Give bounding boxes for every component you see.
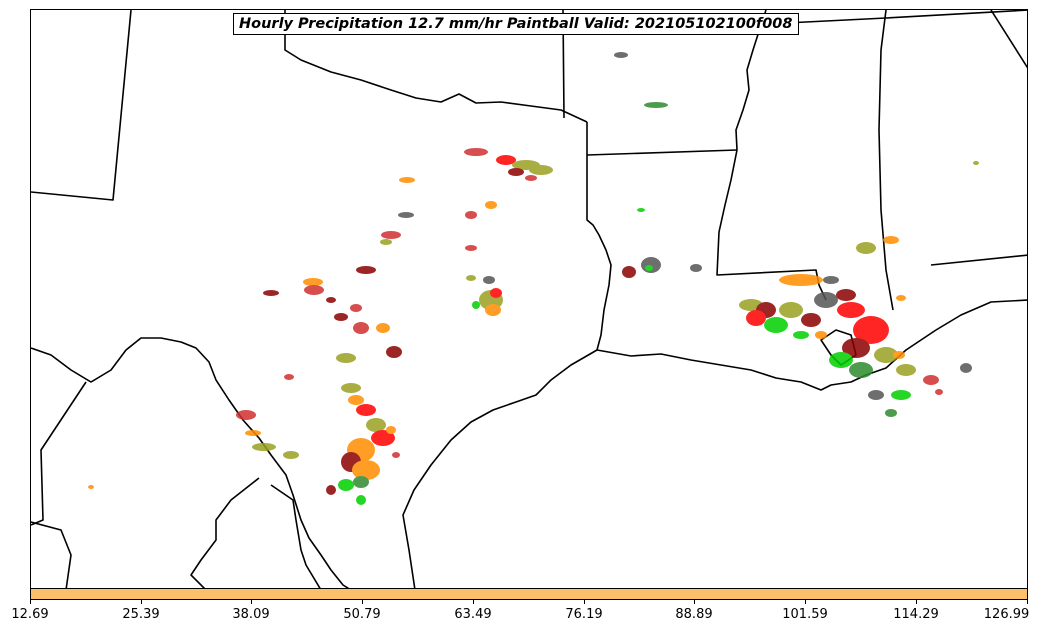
colorbar-tick-label: 25.39 bbox=[122, 607, 160, 622]
colorbar-tick-label: 38.09 bbox=[232, 607, 270, 622]
mexico-border bbox=[31, 337, 350, 588]
colorbar-tick bbox=[362, 600, 363, 604]
colorbar-tick bbox=[141, 600, 142, 604]
map-panel bbox=[30, 9, 1028, 589]
colorbar-tick bbox=[805, 600, 806, 604]
mexico-state-border-2 bbox=[31, 521, 72, 588]
state-border-tn bbox=[765, 10, 1027, 25]
colorbar-tick bbox=[473, 600, 474, 604]
colorbar-tick-label: 88.89 bbox=[675, 607, 713, 622]
colorbar-tick-label: 50.79 bbox=[343, 607, 381, 622]
colorbar-tick bbox=[694, 600, 695, 604]
state-border-al-ga bbox=[990, 10, 1027, 69]
state-border-al-fl bbox=[930, 254, 1027, 266]
colorbar-tick-label: 126.99 bbox=[983, 607, 1030, 622]
colorbar bbox=[30, 588, 1028, 600]
mexico-state-border-3 bbox=[190, 477, 260, 588]
state-border-ms-al bbox=[878, 10, 894, 311]
map-canvas bbox=[31, 10, 1027, 588]
state-border-panhandle bbox=[31, 10, 132, 201]
precipitation-paintballs bbox=[88, 52, 979, 505]
colorbar-tick-label: 63.49 bbox=[454, 607, 492, 622]
map-title: Hourly Precipitation 12.7 mm/hr Paintbal… bbox=[233, 13, 799, 35]
colorbar-tick-label: 101.59 bbox=[782, 607, 828, 622]
colorbar-tick bbox=[916, 600, 917, 604]
colorbar-tick bbox=[30, 600, 31, 604]
colorbar-tick-label: 114.29 bbox=[893, 607, 939, 622]
gulf-coastline bbox=[402, 299, 1027, 588]
colorbar-tick-label: 12.69 bbox=[11, 607, 49, 622]
state-border-tx-ok-west bbox=[284, 10, 588, 123]
colorbar-tick-label: 76.19 bbox=[565, 607, 603, 622]
mexico-state-border-1 bbox=[31, 381, 87, 526]
state-border-ar-la bbox=[586, 149, 738, 156]
state-border-tx-east bbox=[586, 122, 612, 351]
colorbar-tick bbox=[584, 600, 585, 604]
colorbar-tick bbox=[1027, 600, 1028, 604]
colorbar-tick bbox=[251, 600, 252, 604]
mexico-state-border-4 bbox=[270, 484, 321, 588]
